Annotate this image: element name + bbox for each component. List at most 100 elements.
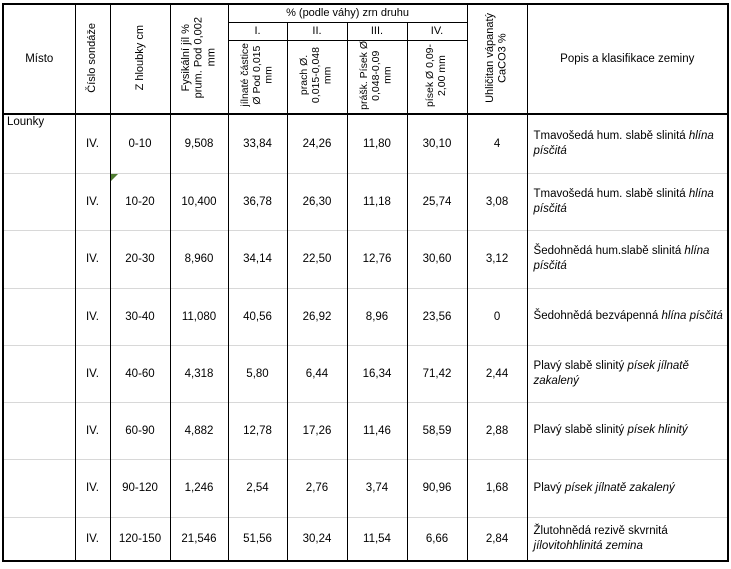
- desc-text: Šedohnědá hum.slabě slinitá: [533, 245, 685, 258]
- sub-header-III-prask-pisek: prášk. Písek Ø 0,048-0,09 mm: [346, 39, 408, 115]
- table-body: Lounky IV. 0-10 9,508 33,84 24,26 11,80 …: [2, 113, 729, 561]
- desc-italic-text: písek hlinitý: [627, 424, 688, 437]
- cell-depth: 60-90: [109, 401, 171, 459]
- cell-III: 11,54: [346, 516, 408, 561]
- table-row: Lounky IV. 0-10 9,508 33,84 24,26 11,80 …: [2, 113, 729, 173]
- cell-depth: 0-10: [109, 113, 171, 173]
- cell-desc: Plavý slabě slinitý písek hlinitý: [526, 401, 729, 459]
- cell-depth: 90-120: [109, 458, 171, 517]
- cell-fyz: 4,318: [169, 344, 229, 402]
- cell-IV: 71,42: [406, 344, 468, 402]
- cell-I: 5,80: [227, 344, 288, 402]
- desc-italic-text: jílovitohhlinitá zemina: [533, 539, 643, 552]
- col-header-II: II.: [286, 21, 348, 41]
- cell-desc: Plavý slabě slinitý písek jílnatě zakale…: [526, 344, 729, 402]
- col-header-caco3: Uhličitan vápanatý CaCO3 %: [466, 3, 528, 115]
- table-row: IV. 90-120 1,246 2,54 2,76 3,74 90,96 1,…: [2, 458, 729, 517]
- cell-II: 2,76: [286, 458, 348, 517]
- cell-III: 16,34: [346, 344, 408, 402]
- cell-caco3: 1,68: [466, 458, 528, 517]
- desc-text: Plavý slabě slinitý: [533, 424, 628, 437]
- table-row: IV. 120-150 21,546 51,56 30,24 11,54 6,6…: [2, 516, 729, 561]
- cell-misto: [2, 229, 76, 288]
- cell-caco3: 2,84: [466, 516, 528, 561]
- sub-header-I-jilnate-castice: jílnaté částice Ø Pod 0,015 mm: [227, 39, 288, 115]
- cell-sonda: IV.: [74, 458, 111, 517]
- cell-I: 36,78: [227, 172, 288, 230]
- cell-fyz: 11,080: [169, 287, 229, 345]
- col-header-I: I.: [227, 21, 288, 41]
- col-header-z-hloubky: Z hloubky cm: [109, 3, 171, 115]
- col-header-caco3-label: Uhličitan vápanatý CaCO3 %: [484, 12, 510, 103]
- cell-IV: 25,74: [406, 172, 468, 230]
- table-row: IV. 10-20 10,400 36,78 26,30 11,18 25,74…: [2, 172, 729, 230]
- cell-fyz: 8,960: [169, 229, 229, 288]
- cell-desc: Šedohnědá hum.slabě slinitá hlína písčit…: [526, 229, 729, 288]
- cell-I: 40,56: [227, 287, 288, 345]
- group-header-percent-by-weight: % (podle váhy) zrn druhu: [227, 3, 468, 23]
- cell-desc: Šedohnědá bezvápenná hlína písčitá: [526, 287, 729, 345]
- col-header-cislo-sondaze: Číslo sondáže: [74, 3, 111, 115]
- desc-text: Žlutohnědá rezivě skvrnitá: [533, 524, 668, 537]
- cell-misto: Lounky: [2, 113, 76, 173]
- cell-caco3: 3,08: [466, 172, 528, 230]
- sub-header-IV-label: písek Ø 0,09- 2,00 mm: [424, 43, 449, 107]
- cell-caco3: 2,44: [466, 344, 528, 402]
- cell-I: 33,84: [227, 113, 288, 173]
- cell-depth: 30-40: [109, 287, 171, 345]
- cell-I: 12,78: [227, 401, 288, 459]
- cell-IV: 30,10: [406, 113, 468, 173]
- cell-I: 34,14: [227, 229, 288, 288]
- cell-IV: 90,96: [406, 458, 468, 517]
- cell-III: 11,46: [346, 401, 408, 459]
- desc-text: Plavý slabě slinitý: [533, 359, 628, 372]
- desc-italic-text: hlína písčitá: [533, 245, 710, 272]
- cell-depth: 10-20: [109, 172, 171, 230]
- cell-III: 8,96: [346, 287, 408, 345]
- cell-sonda: IV.: [74, 113, 111, 173]
- cell-fyz: 10,400: [169, 172, 229, 230]
- table-row: IV. 60-90 4,882 12,78 17,26 11,46 58,59 …: [2, 401, 729, 459]
- cell-II: 24,26: [286, 113, 348, 173]
- cell-sonda: IV.: [74, 229, 111, 288]
- desc-text: Tmavošedá hum. slabě slinitá: [533, 187, 689, 200]
- cell-III: 11,80: [346, 113, 408, 173]
- cell-sonda: IV.: [74, 401, 111, 459]
- cell-I: 2,54: [227, 458, 288, 517]
- cell-depth: 40-60: [109, 344, 171, 402]
- cell-misto: [2, 287, 76, 345]
- col-header-misto: Místo: [2, 3, 76, 115]
- table-header: Místo Číslo sondáže Z hloubky cm Fysikál…: [2, 3, 729, 115]
- desc-text: Tmavošedá hum. slabě slinitá: [533, 129, 689, 142]
- col-header-III: III.: [346, 21, 408, 41]
- cell-desc: Žlutohnědá rezivě skvrnitá jílovitohhlin…: [526, 516, 729, 561]
- cell-depth: 20-30: [109, 229, 171, 288]
- col-header-IV: IV.: [406, 21, 468, 41]
- cell-misto: [2, 401, 76, 459]
- desc-text: Plavý: [533, 481, 565, 494]
- desc-italic-text: hlína písčitá: [533, 187, 714, 215]
- sub-header-II-label: prach Ø. 0,015-0,048 mm: [298, 47, 334, 104]
- sub-header-I-label: jílnaté částice Ø Pod 0,015 mm: [238, 43, 275, 108]
- cell-II: 22,50: [286, 229, 348, 288]
- cell-misto: [2, 458, 76, 517]
- cell-III: 11,18: [346, 172, 408, 230]
- cell-fyz: 1,246: [169, 458, 229, 517]
- cell-sonda: IV.: [74, 287, 111, 345]
- col-header-z-hloubky-label: Z hloubky cm: [133, 24, 146, 91]
- soil-analysis-table: Místo Číslo sondáže Z hloubky cm Fysikál…: [2, 3, 730, 562]
- sub-header-III-label: prášk. Písek Ø 0,048-0,09 mm: [358, 40, 394, 110]
- col-header-cislo-sondaze-label: Číslo sondáže: [86, 22, 99, 93]
- cell-misto: [2, 516, 76, 561]
- cell-II: 26,92: [286, 287, 348, 345]
- desc-italic-text: písek jílnatě zakalený: [564, 481, 675, 494]
- cell-sonda: IV.: [74, 344, 111, 402]
- cell-depth: 120-150: [109, 516, 171, 561]
- cell-caco3: 0: [466, 287, 528, 345]
- cell-sonda: IV.: [74, 516, 111, 561]
- cell-caco3: 2,88: [466, 401, 528, 459]
- cell-III: 12,76: [346, 229, 408, 288]
- cell-caco3: 3,12: [466, 229, 528, 288]
- desc-italic-text: písek jílnatě zakalený: [533, 359, 689, 387]
